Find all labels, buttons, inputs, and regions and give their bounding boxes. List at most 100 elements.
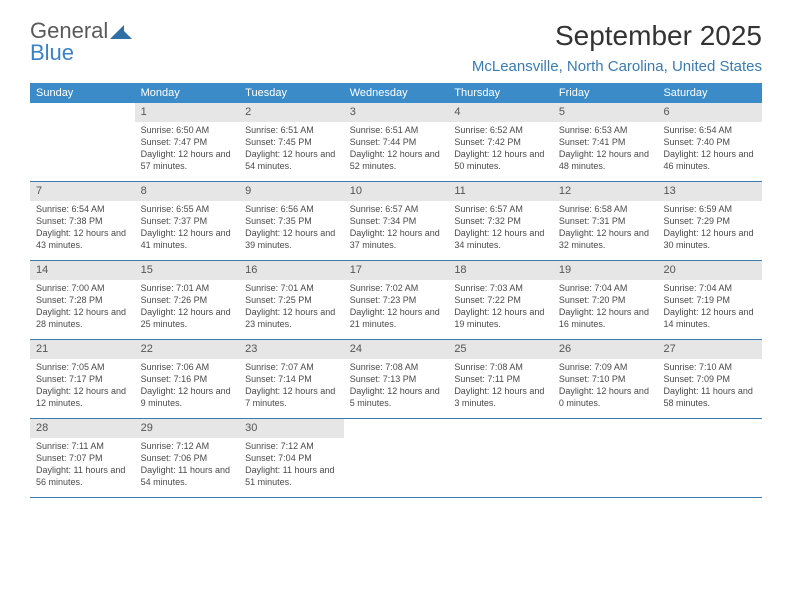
daylight-text: Daylight: 12 hours and 9 minutes. — [141, 385, 234, 409]
calendar: SundayMondayTuesdayWednesdayThursdayFrid… — [30, 83, 762, 498]
daylight-text: Daylight: 12 hours and 16 minutes. — [559, 306, 652, 330]
daylight-text: Daylight: 12 hours and 50 minutes. — [454, 148, 547, 172]
daylight-text: Daylight: 12 hours and 32 minutes. — [559, 227, 652, 251]
day-cell: 23Sunrise: 7:07 AMSunset: 7:14 PMDayligh… — [239, 340, 344, 418]
day-cell: 1Sunrise: 6:50 AMSunset: 7:47 PMDaylight… — [135, 103, 240, 181]
sunrise-text: Sunrise: 6:57 AM — [454, 203, 547, 215]
title-block: September 2025 McLeansville, North Carol… — [472, 20, 762, 75]
day-body: Sunrise: 7:12 AMSunset: 7:06 PMDaylight:… — [135, 438, 240, 493]
daylight-text: Daylight: 11 hours and 51 minutes. — [245, 464, 338, 488]
logo-text-top: General — [30, 20, 108, 42]
day-body: Sunrise: 7:06 AMSunset: 7:16 PMDaylight:… — [135, 359, 240, 414]
day-number: 26 — [553, 340, 658, 359]
day-cell: 2Sunrise: 6:51 AMSunset: 7:45 PMDaylight… — [239, 103, 344, 181]
day-number: 8 — [135, 182, 240, 201]
sunrise-text: Sunrise: 7:04 AM — [559, 282, 652, 294]
daylight-text: Daylight: 12 hours and 39 minutes. — [245, 227, 338, 251]
week-row: 14Sunrise: 7:00 AMSunset: 7:28 PMDayligh… — [30, 261, 762, 340]
sunrise-text: Sunrise: 6:56 AM — [245, 203, 338, 215]
day-number: 6 — [657, 103, 762, 122]
day-cell: 17Sunrise: 7:02 AMSunset: 7:23 PMDayligh… — [344, 261, 449, 339]
day-number: 15 — [135, 261, 240, 280]
sunset-text: Sunset: 7:34 PM — [350, 215, 443, 227]
sunset-text: Sunset: 7:13 PM — [350, 373, 443, 385]
day-body: Sunrise: 7:11 AMSunset: 7:07 PMDaylight:… — [30, 438, 135, 493]
week-row: 1Sunrise: 6:50 AMSunset: 7:47 PMDaylight… — [30, 103, 762, 182]
daylight-text: Daylight: 12 hours and 21 minutes. — [350, 306, 443, 330]
day-cell — [30, 103, 135, 181]
sunrise-text: Sunrise: 7:08 AM — [350, 361, 443, 373]
sunset-text: Sunset: 7:32 PM — [454, 215, 547, 227]
sunset-text: Sunset: 7:09 PM — [663, 373, 756, 385]
sunrise-text: Sunrise: 7:07 AM — [245, 361, 338, 373]
day-number: 20 — [657, 261, 762, 280]
sunrise-text: Sunrise: 6:54 AM — [36, 203, 129, 215]
day-number: 5 — [553, 103, 658, 122]
sunrise-text: Sunrise: 7:01 AM — [245, 282, 338, 294]
day-number — [553, 419, 658, 423]
sunset-text: Sunset: 7:31 PM — [559, 215, 652, 227]
day-cell: 21Sunrise: 7:05 AMSunset: 7:17 PMDayligh… — [30, 340, 135, 418]
dow-cell: Sunday — [30, 83, 135, 103]
day-cell: 25Sunrise: 7:08 AMSunset: 7:11 PMDayligh… — [448, 340, 553, 418]
day-number — [448, 419, 553, 423]
sunset-text: Sunset: 7:07 PM — [36, 452, 129, 464]
day-number: 16 — [239, 261, 344, 280]
day-number: 19 — [553, 261, 658, 280]
sunset-text: Sunset: 7:17 PM — [36, 373, 129, 385]
day-number: 3 — [344, 103, 449, 122]
day-body: Sunrise: 7:05 AMSunset: 7:17 PMDaylight:… — [30, 359, 135, 414]
day-body: Sunrise: 7:07 AMSunset: 7:14 PMDaylight:… — [239, 359, 344, 414]
daylight-text: Daylight: 12 hours and 57 minutes. — [141, 148, 234, 172]
sunset-text: Sunset: 7:37 PM — [141, 215, 234, 227]
day-body: Sunrise: 7:01 AMSunset: 7:25 PMDaylight:… — [239, 280, 344, 335]
day-cell — [553, 419, 658, 497]
daylight-text: Daylight: 12 hours and 0 minutes. — [559, 385, 652, 409]
sunset-text: Sunset: 7:40 PM — [663, 136, 756, 148]
day-number: 7 — [30, 182, 135, 201]
sunrise-text: Sunrise: 7:03 AM — [454, 282, 547, 294]
sunset-text: Sunset: 7:04 PM — [245, 452, 338, 464]
sunset-text: Sunset: 7:16 PM — [141, 373, 234, 385]
sunrise-text: Sunrise: 6:53 AM — [559, 124, 652, 136]
sunset-text: Sunset: 7:35 PM — [245, 215, 338, 227]
day-cell: 20Sunrise: 7:04 AMSunset: 7:19 PMDayligh… — [657, 261, 762, 339]
daylight-text: Daylight: 12 hours and 19 minutes. — [454, 306, 547, 330]
sunrise-text: Sunrise: 7:00 AM — [36, 282, 129, 294]
day-cell — [448, 419, 553, 497]
daylight-text: Daylight: 12 hours and 14 minutes. — [663, 306, 756, 330]
sunrise-text: Sunrise: 7:01 AM — [141, 282, 234, 294]
day-cell: 7Sunrise: 6:54 AMSunset: 7:38 PMDaylight… — [30, 182, 135, 260]
sunrise-text: Sunrise: 7:06 AM — [141, 361, 234, 373]
day-number: 12 — [553, 182, 658, 201]
day-body: Sunrise: 6:54 AMSunset: 7:40 PMDaylight:… — [657, 122, 762, 177]
sunset-text: Sunset: 7:26 PM — [141, 294, 234, 306]
daylight-text: Daylight: 12 hours and 46 minutes. — [663, 148, 756, 172]
day-number: 22 — [135, 340, 240, 359]
sunset-text: Sunset: 7:23 PM — [350, 294, 443, 306]
day-cell: 13Sunrise: 6:59 AMSunset: 7:29 PMDayligh… — [657, 182, 762, 260]
sunrise-text: Sunrise: 6:51 AM — [245, 124, 338, 136]
day-cell: 24Sunrise: 7:08 AMSunset: 7:13 PMDayligh… — [344, 340, 449, 418]
day-number: 9 — [239, 182, 344, 201]
daylight-text: Daylight: 12 hours and 7 minutes. — [245, 385, 338, 409]
sunrise-text: Sunrise: 6:54 AM — [663, 124, 756, 136]
day-number: 14 — [30, 261, 135, 280]
daylight-text: Daylight: 11 hours and 54 minutes. — [141, 464, 234, 488]
sunrise-text: Sunrise: 6:57 AM — [350, 203, 443, 215]
sunrise-text: Sunrise: 7:04 AM — [663, 282, 756, 294]
day-body: Sunrise: 6:58 AMSunset: 7:31 PMDaylight:… — [553, 201, 658, 256]
sunset-text: Sunset: 7:45 PM — [245, 136, 338, 148]
daylight-text: Daylight: 12 hours and 37 minutes. — [350, 227, 443, 251]
dow-cell: Thursday — [448, 83, 553, 103]
day-number: 29 — [135, 419, 240, 438]
sunrise-text: Sunrise: 7:11 AM — [36, 440, 129, 452]
month-title: September 2025 — [472, 20, 762, 52]
day-body: Sunrise: 7:01 AMSunset: 7:26 PMDaylight:… — [135, 280, 240, 335]
sunrise-text: Sunrise: 6:55 AM — [141, 203, 234, 215]
day-body: Sunrise: 7:08 AMSunset: 7:13 PMDaylight:… — [344, 359, 449, 414]
weeks-container: 1Sunrise: 6:50 AMSunset: 7:47 PMDaylight… — [30, 103, 762, 498]
sunset-text: Sunset: 7:10 PM — [559, 373, 652, 385]
dow-cell: Tuesday — [239, 83, 344, 103]
daylight-text: Daylight: 12 hours and 43 minutes. — [36, 227, 129, 251]
